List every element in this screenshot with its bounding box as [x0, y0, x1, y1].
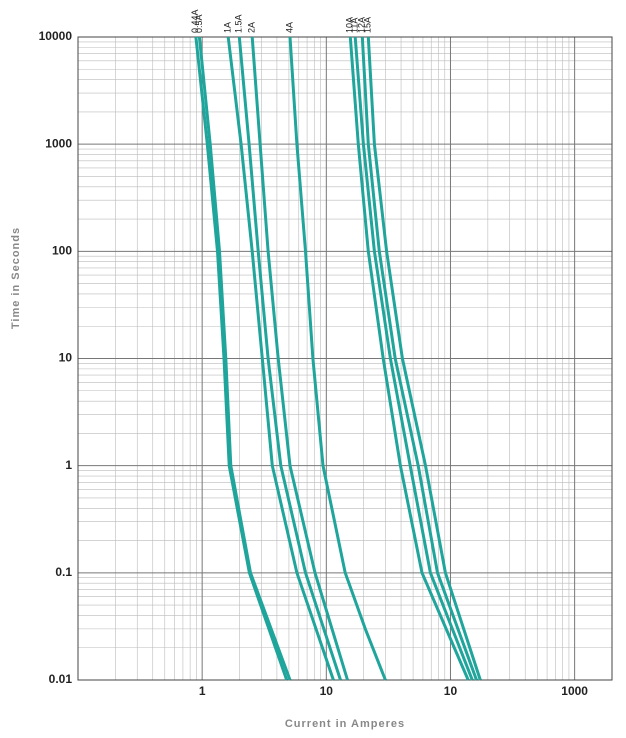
y-tick-label: 0.1: [55, 565, 72, 579]
fuse-curve: [226, 36, 335, 681]
series-label: 0.5A: [194, 14, 204, 33]
fuse-curve: [348, 36, 470, 681]
x-tick-label: 1: [199, 684, 206, 698]
fuse-curve: [360, 36, 478, 681]
series-label: 4A: [284, 22, 294, 33]
x-tick-label: 10: [320, 684, 334, 698]
series-label: 1A: [223, 22, 233, 33]
series-label: 10A: [345, 17, 355, 33]
series-label: 11A: [350, 18, 360, 33]
fuse-curve: [366, 36, 482, 681]
y-axis-title: Time in Seconds: [10, 227, 22, 329]
x-tick-label: 1000: [561, 684, 588, 698]
series-label: 1.5A: [234, 14, 244, 33]
y-tick-label: 1: [65, 458, 72, 472]
fuse-curve: [197, 36, 292, 681]
y-tick-label: 1000: [45, 136, 72, 150]
series-label: 12A: [357, 17, 367, 33]
series-label: 15A: [363, 17, 373, 33]
fuse-curve: [353, 36, 474, 681]
series-label: 0.44A: [190, 9, 200, 33]
x-tick-label: 10: [444, 684, 458, 698]
fuse-curve: [288, 36, 387, 681]
x-axis-title: Current in Amperes: [285, 718, 405, 730]
y-tick-label: 10000: [39, 29, 73, 43]
y-tick-label: 0.01: [49, 672, 73, 686]
y-tick-label: 10: [59, 351, 73, 365]
fuse-curve: [250, 36, 349, 681]
fuse-curve: [237, 36, 342, 681]
plot-frame: [77, 36, 613, 681]
y-tick-label: 100: [52, 244, 72, 258]
series-label: 2A: [247, 22, 257, 33]
